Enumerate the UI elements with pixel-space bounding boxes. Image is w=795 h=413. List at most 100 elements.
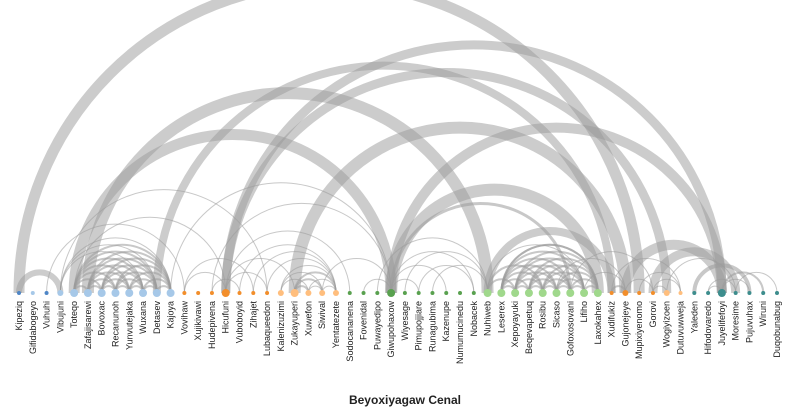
link-arc xyxy=(638,271,682,294)
node-dot[interactable] xyxy=(125,289,134,297)
node-label: Vuboboyid xyxy=(235,301,245,343)
node-dot[interactable] xyxy=(221,289,230,297)
node-dot[interactable] xyxy=(663,290,670,296)
node-label: Kajoya xyxy=(166,301,176,329)
node-label: Wogiyizoen xyxy=(662,301,672,347)
link-arc xyxy=(692,263,752,294)
node-dot[interactable] xyxy=(277,290,284,296)
node-label: Recanunoh xyxy=(110,301,120,347)
node-dot[interactable] xyxy=(57,290,64,296)
link-arc xyxy=(225,230,351,294)
node-dot[interactable] xyxy=(458,291,463,295)
node-dot[interactable] xyxy=(733,291,738,295)
link-arc xyxy=(720,271,765,294)
node-dot[interactable] xyxy=(152,289,161,297)
node-label: Mupixiyenomo xyxy=(634,301,644,359)
node-dot[interactable] xyxy=(387,289,396,297)
node-dot[interactable] xyxy=(622,290,629,296)
node-dot[interactable] xyxy=(580,289,589,297)
node-label: Detasev xyxy=(152,301,162,335)
node-dot[interactable] xyxy=(609,291,614,295)
node-dot[interactable] xyxy=(332,290,339,296)
node-dot[interactable] xyxy=(237,291,242,295)
node-dot[interactable] xyxy=(375,291,380,295)
node-label: Zukayuperi xyxy=(290,301,300,346)
node-dot[interactable] xyxy=(166,289,175,297)
node-label: Zafajisarewi xyxy=(83,301,93,349)
node-dot[interactable] xyxy=(305,290,312,296)
node-dot[interactable] xyxy=(471,291,476,295)
node-label: Fovenidal xyxy=(359,301,369,340)
node-label: Giwupohaxow xyxy=(386,300,396,357)
node-dot[interactable] xyxy=(402,291,407,295)
node-dot[interactable] xyxy=(70,289,79,297)
node-dot[interactable] xyxy=(483,289,492,297)
node-dot[interactable] xyxy=(430,291,435,295)
link-arc xyxy=(624,278,654,294)
node-label: Pujuvuhax xyxy=(744,301,754,344)
node-dot[interactable] xyxy=(347,291,352,295)
node-label: Hicufuni xyxy=(221,301,231,334)
nodes-layer xyxy=(17,289,779,297)
node-dot[interactable] xyxy=(497,289,506,297)
link-arc xyxy=(583,271,626,294)
node-label: Lubaqueedon xyxy=(262,301,272,356)
node-dot[interactable] xyxy=(30,291,35,295)
node-dot[interactable] xyxy=(319,290,326,296)
node-dot[interactable] xyxy=(706,291,711,295)
link-arc xyxy=(266,258,337,294)
link-arc xyxy=(620,239,727,294)
node-label: Gujonejeye xyxy=(620,301,630,347)
node-dot[interactable] xyxy=(290,289,299,297)
link-arc xyxy=(707,278,737,294)
link-arc xyxy=(390,265,447,294)
node-dot[interactable] xyxy=(566,289,575,297)
node-label: Nobacek xyxy=(469,301,479,337)
node-dot[interactable] xyxy=(97,289,106,297)
node-dot[interactable] xyxy=(44,291,49,295)
node-dot[interactable] xyxy=(775,291,779,295)
node-dot[interactable] xyxy=(524,289,533,297)
node-label: Wiyesage xyxy=(400,301,410,341)
node-dot[interactable] xyxy=(139,289,148,297)
link-arc xyxy=(386,122,727,294)
node-dot[interactable] xyxy=(416,291,421,295)
link-arc xyxy=(390,251,475,294)
node-dot[interactable] xyxy=(196,291,201,295)
node-dot[interactable] xyxy=(637,291,642,295)
node-label: Sicaso xyxy=(551,301,561,328)
node-label: Wuxana xyxy=(138,301,148,334)
node-dot[interactable] xyxy=(17,291,21,295)
node-label: Pimupojjiare xyxy=(414,301,424,351)
node-label: Vibujuni xyxy=(55,301,65,333)
node-dot[interactable] xyxy=(593,289,602,297)
link-arc xyxy=(288,121,632,294)
node-dot[interactable] xyxy=(678,291,683,295)
node-dot[interactable] xyxy=(265,291,270,295)
node-dot[interactable] xyxy=(511,289,520,297)
node-dot[interactable] xyxy=(650,291,655,295)
node-label: Hudepivena xyxy=(207,301,217,349)
node-dot[interactable] xyxy=(251,291,256,295)
node-label: Zihajet xyxy=(248,301,258,329)
node-dot[interactable] xyxy=(182,291,187,295)
node-label: Toteqo xyxy=(69,301,79,328)
node-dot[interactable] xyxy=(444,291,449,295)
node-dot[interactable] xyxy=(83,289,92,297)
node-dot[interactable] xyxy=(552,289,561,297)
node-dot[interactable] xyxy=(747,291,752,295)
node-dot[interactable] xyxy=(692,291,697,295)
node-label: Vovihaw xyxy=(179,301,189,335)
node-dot[interactable] xyxy=(209,291,214,295)
node-dot[interactable] xyxy=(761,291,766,295)
node-dot[interactable] xyxy=(717,289,726,297)
node-label: Gofoxosovani xyxy=(565,301,575,356)
link-arc xyxy=(211,202,392,294)
node-dot[interactable] xyxy=(111,289,120,297)
node-dot[interactable] xyxy=(361,291,366,295)
node-label: Laxokahex xyxy=(593,301,603,345)
node-label: Bovoxac xyxy=(97,301,107,336)
link-arc xyxy=(363,278,392,294)
node-dot[interactable] xyxy=(538,289,547,297)
